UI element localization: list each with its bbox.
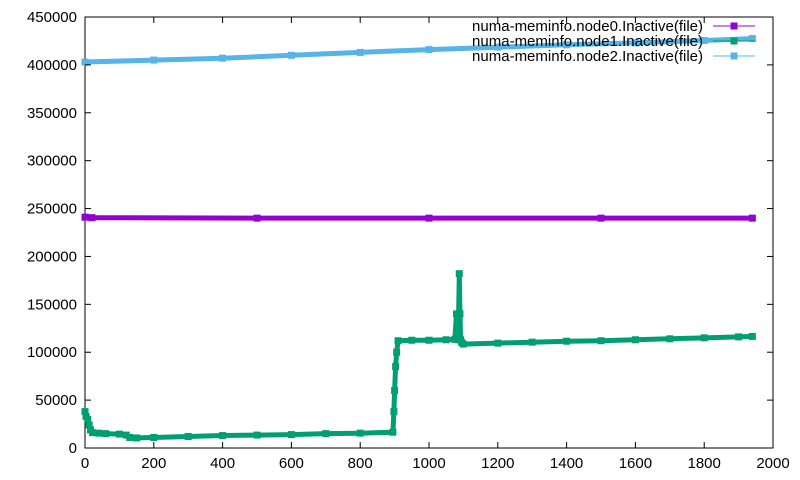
legend-label-1: numa-meminfo.node1.Inactive(file) [472,33,703,50]
x-tick-label-3: 600 [279,455,304,472]
series-line-1 [82,271,753,441]
data-point-1-22 [392,363,400,371]
data-point-1-11 [133,434,141,442]
data-point-0-4 [597,214,605,222]
data-point-1-6 [95,429,103,437]
data-point-1-12 [150,433,158,441]
data-point-1-38 [563,337,571,345]
data-point-1-13 [184,433,192,441]
data-point-0-2 [253,214,261,222]
legend-label-2: numa-meminfo.node2.Inactive(file) [472,48,703,65]
data-point-1-5 [89,429,97,437]
data-point-1-24 [394,337,402,345]
y-tick-label-5: 250000 [27,201,77,218]
data-point-2-5 [425,46,433,54]
data-point-2-6 [494,43,502,51]
y-tick-label-2: 100000 [27,344,77,361]
y-tick-label-3: 150000 [27,296,77,313]
legend: numa-meminfo.node0.Inactive(file)numa-me… [472,18,755,65]
data-point-1-25 [408,336,416,344]
data-point-1-39 [597,337,605,345]
data-point-1-31 [455,270,463,278]
data-point-0-1 [88,214,96,222]
data-point-1-21 [391,387,399,395]
x-tick-label-6: 1200 [481,455,514,472]
series-1 [81,270,756,442]
y-tick-label-0: 0 [69,440,77,457]
data-point-1-0 [81,408,89,416]
x-tick-label-4: 800 [348,455,373,472]
y-tick-label-4: 200000 [27,248,77,265]
plot-frame [84,16,774,449]
x-tick-label-9: 1800 [688,455,721,472]
data-point-1-8 [115,430,123,438]
data-point-2-0 [81,58,89,66]
legend-marker-1 [730,37,738,45]
x-tick-label-10: 2000 [756,455,789,472]
data-point-2-10 [748,35,756,43]
data-point-2-8 [631,39,639,47]
data-point-1-2 [84,415,92,423]
legend-label-0: numa-meminfo.node0.Inactive(file) [472,18,703,35]
data-point-1-20 [390,408,398,416]
data-point-1-35 [459,340,467,348]
y-tick-label-6: 300000 [27,153,77,170]
y-tick-label-9: 450000 [27,9,77,26]
data-point-1-14 [219,432,227,440]
data-point-1-7 [102,430,110,438]
data-point-1-19 [389,428,397,436]
data-point-0-5 [748,214,756,222]
data-point-1-17 [322,430,330,438]
x-tick-label-2: 400 [210,455,235,472]
data-point-2-1 [150,56,158,64]
y-tick-label-7: 350000 [27,105,77,122]
data-point-1-16 [287,431,295,439]
data-point-1-41 [666,335,674,343]
data-point-0-0 [81,213,89,221]
series-line-0 [84,214,753,221]
data-point-1-42 [700,334,708,342]
axes-layer: 0 200 400 600 800 1000 1200 1400 1600 1800 2000 0 50… [27,9,790,472]
data-point-1-23 [393,348,401,356]
legend-marker-0 [730,22,738,30]
data-point-1-36 [494,339,502,347]
series-layer [81,35,756,442]
data-point-1-10 [126,433,134,441]
series-0 [81,213,756,222]
data-point-1-3 [85,421,93,429]
x-tick-label-7: 1400 [550,455,583,472]
data-point-2-2 [219,54,227,62]
x-tick-label-1: 200 [141,455,166,472]
data-point-1-43 [735,333,743,341]
legend-marker-2 [730,52,738,60]
data-point-2-3 [287,51,295,59]
data-point-1-44 [748,332,756,340]
y-tick-label-8: 400000 [27,57,77,74]
x-tick-label-8: 1600 [619,455,652,472]
x-tick-label-0: 0 [81,455,89,472]
data-point-1-40 [631,336,639,344]
data-point-1-32 [456,310,464,318]
data-point-1-15 [253,431,261,439]
data-point-1-37 [528,338,536,346]
data-point-1-18 [356,429,364,437]
data-point-2-9 [700,36,708,44]
data-point-2-7 [563,41,571,49]
series-2 [81,35,756,66]
data-point-0-3 [425,214,433,222]
x-tick-label-5: 1000 [412,455,445,472]
data-point-1-27 [442,336,450,344]
y-tick-label-1: 50000 [35,392,77,409]
data-point-2-4 [356,48,364,56]
data-point-1-26 [425,336,433,344]
